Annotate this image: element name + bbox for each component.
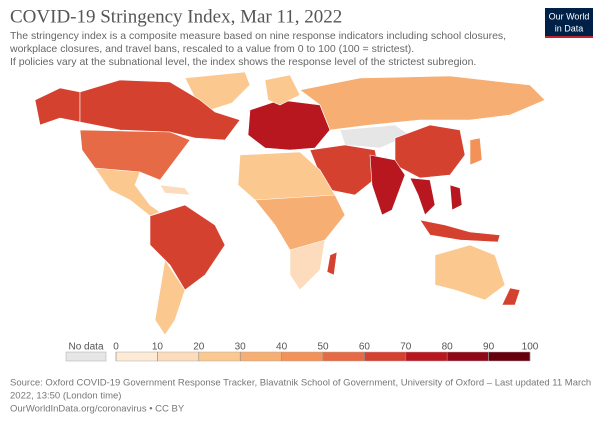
logo-text: in Data: [555, 23, 584, 33]
russia: [299, 75, 546, 131]
legend-tick-label: 50: [317, 342, 329, 353]
legend-tick-label: 80: [442, 342, 454, 353]
legend-tick-label: 40: [276, 342, 288, 353]
legend-tick-label: 10: [152, 342, 164, 353]
philippines: [449, 184, 463, 211]
alaska: [34, 87, 81, 126]
legend-tick-label: 30: [235, 342, 247, 353]
southern-africa: [289, 239, 326, 291]
indonesia: [419, 219, 501, 243]
south-america-north: [149, 204, 226, 291]
legend-swatch: [446, 351, 489, 362]
source-line: 2022, 13:50 (London time): [10, 391, 121, 402]
subtitle-line: If policies vary at the subnational leve…: [10, 56, 476, 68]
footer-link: OurWorldInData.org/coronavirus • CC BY: [10, 404, 185, 415]
scandinavia: [264, 74, 301, 106]
legend-swatch: [239, 351, 282, 362]
madagascar: [326, 251, 338, 276]
world-map: [34, 71, 546, 336]
canada: [79, 79, 241, 141]
legend-swatch: [157, 351, 200, 362]
legend-tick-label: 20: [193, 342, 205, 353]
new-zealand: [501, 287, 521, 306]
central-africa: [254, 194, 346, 256]
legend-tick-label: 90: [483, 342, 495, 353]
legend-swatch: [364, 351, 407, 362]
legend-swatch: [281, 351, 324, 362]
logo-stripe: [545, 36, 593, 38]
legend-tick-label: 60: [359, 342, 371, 353]
legend-swatch: [322, 351, 365, 362]
legend-swatch: [488, 351, 531, 362]
southeast-asia: [409, 177, 436, 216]
legend-swatch: [115, 351, 158, 362]
japan: [469, 137, 483, 166]
no-data-label: No data: [68, 342, 103, 353]
legend-swatch: [405, 351, 448, 362]
logo-text: Our World: [549, 11, 590, 21]
legend-tick-label: 70: [400, 342, 412, 353]
no-data-swatch: [65, 351, 107, 362]
caribbean: [159, 184, 191, 196]
legend-tick-label: 100: [522, 342, 539, 353]
south-america-south: [154, 259, 186, 336]
title: COVID-19 Stringency Index, Mar 11, 2022: [10, 6, 342, 27]
logo-box: [545, 8, 593, 38]
subtitle-line: workplace closures, and travel bans, res…: [9, 43, 414, 55]
legend: No data 0 10 20 30 40 50 60 70 80 90 100: [65, 342, 539, 362]
source-line: Source: Oxford COVID-19 Government Respo…: [10, 378, 591, 389]
usa: [79, 129, 191, 181]
mexico-central-america: [94, 167, 161, 217]
legend-tick-label: 0: [113, 342, 119, 353]
subtitle-line: The stringency index is a composite meas…: [10, 30, 506, 42]
logo[interactable]: Our World in Data: [545, 8, 593, 38]
australia: [434, 244, 506, 301]
india: [369, 154, 406, 216]
legend-swatch: [198, 351, 241, 362]
europe: [247, 99, 331, 151]
